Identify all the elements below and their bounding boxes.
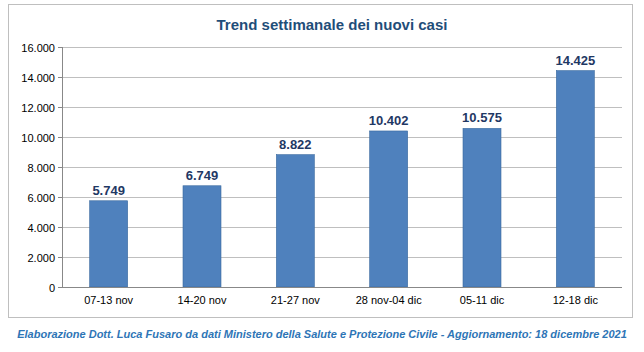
tick-label: 10.000 bbox=[21, 132, 55, 144]
grid-line bbox=[62, 137, 622, 138]
tick-mark bbox=[58, 197, 62, 198]
tick-label: 14.000 bbox=[21, 72, 55, 84]
tick-mark bbox=[58, 287, 62, 288]
chart: Trend settimanale dei nuovi casi 0 2.000 4.… bbox=[0, 0, 644, 352]
grid-line bbox=[62, 77, 622, 78]
tick-mark bbox=[58, 167, 62, 168]
bar bbox=[463, 128, 501, 287]
title: Trend settimanale dei nuovi casi bbox=[217, 16, 448, 33]
grid-line bbox=[62, 227, 622, 228]
grid-line bbox=[62, 197, 622, 198]
bar bbox=[556, 71, 594, 287]
tick-label: 2.000 bbox=[27, 252, 55, 264]
grid-line bbox=[62, 47, 622, 48]
annotation: Elaborazione Dott. Luca Fusaro da dati M… bbox=[17, 328, 627, 340]
data-label: 10.402 bbox=[369, 113, 409, 128]
bar bbox=[90, 201, 128, 287]
data-label: 8.822 bbox=[279, 137, 312, 152]
grid-line bbox=[62, 257, 622, 258]
tick-mark bbox=[58, 107, 62, 108]
tick-mark bbox=[58, 227, 62, 228]
tick-mark bbox=[58, 137, 62, 138]
data-label: 14.425 bbox=[555, 53, 595, 68]
tick-mark bbox=[58, 257, 62, 258]
chart-root: Trend settimanale dei nuovi casi 0 2.000 4.… bbox=[0, 0, 644, 352]
category-label: 07-13 nov bbox=[84, 294, 133, 306]
bar bbox=[370, 131, 408, 287]
bars bbox=[90, 71, 595, 287]
tick-mark bbox=[58, 47, 62, 48]
y-axis bbox=[62, 47, 63, 287]
category-label: 12-18 dic bbox=[553, 294, 599, 306]
grid-line bbox=[62, 167, 622, 168]
data-label: 10.575 bbox=[462, 110, 502, 125]
category-label: 28 nov-04 dic bbox=[356, 294, 423, 306]
grid-line bbox=[62, 107, 622, 108]
data-label: 6.749 bbox=[186, 168, 219, 183]
tick-label: 4.000 bbox=[27, 222, 55, 234]
category-label: 14-20 nov bbox=[178, 294, 227, 306]
x-axis bbox=[62, 287, 622, 288]
category-label: 05-11 dic bbox=[460, 294, 505, 306]
tick-label: 12.000 bbox=[21, 102, 55, 114]
tick-label: 6.000 bbox=[27, 192, 55, 204]
tick-mark bbox=[58, 77, 62, 78]
tick-label: 0 bbox=[49, 282, 55, 294]
category-label: 21-27 nov bbox=[271, 294, 320, 306]
bar bbox=[276, 155, 314, 287]
bar bbox=[183, 186, 221, 287]
chart-frame bbox=[9, 5, 633, 318]
data-label: 5.749 bbox=[92, 183, 125, 198]
tick-label: 8.000 bbox=[27, 162, 55, 174]
grid-line bbox=[62, 287, 622, 288]
tick-label: 16.000 bbox=[21, 42, 55, 54]
